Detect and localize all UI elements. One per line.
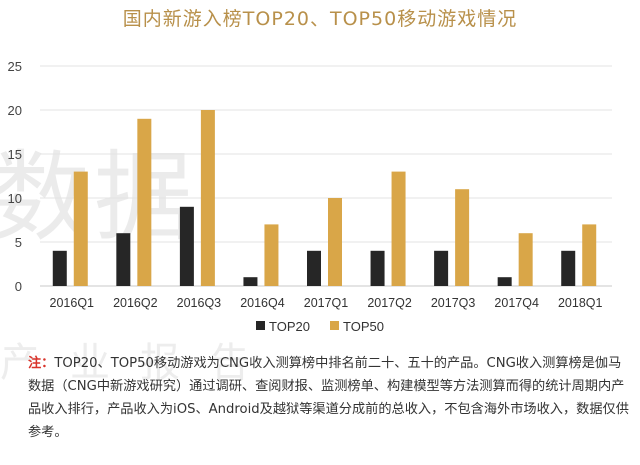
x-category-label: 2017Q4 — [494, 296, 539, 310]
bar-chart: 0 5 10 15 20 25 2016Q1 2016Q2 2016Q3 2016Q4 2017Q… — [8, 59, 612, 334]
legend-swatch-top50 — [330, 321, 339, 330]
bar-top50-2017q3 — [455, 189, 470, 286]
bar-top20-2016q4 — [243, 277, 258, 286]
x-category-label: 2016Q1 — [50, 296, 95, 310]
bar-top50-2016q2 — [137, 118, 152, 286]
bar-top20-2017q1 — [307, 250, 321, 286]
x-category-label: 2017Q2 — [367, 296, 412, 310]
bar-top50-2016q4 — [264, 224, 279, 286]
x-category-label: 2016Q3 — [177, 296, 222, 310]
y-tick-label: 10 — [8, 191, 22, 206]
x-category-label: 2018Q1 — [558, 296, 603, 310]
x-category-label: 2016Q2 — [113, 296, 158, 310]
y-tick-label: 15 — [8, 147, 22, 162]
bars — [52, 110, 597, 286]
watermark-sub: 产业报告 — [0, 340, 280, 386]
legend-swatch-top20 — [256, 321, 265, 330]
footnote-text: TOP20、TOP50移动游戏为CNG收入测算榜中排名前二十、五十的产品。CNG… — [28, 356, 629, 440]
bar-top20-2017q4 — [497, 277, 512, 286]
legend-label-top20: TOP20 — [269, 319, 310, 334]
legend-label-top50: TOP50 — [343, 319, 384, 334]
y-axis-ticks: 0 5 10 15 20 25 — [8, 59, 22, 294]
x-category-label: 2016Q4 — [240, 296, 285, 310]
bar-top50-2016q3 — [200, 110, 215, 286]
x-category-label: 2017Q1 — [304, 296, 349, 310]
footnote-lead: 注： — [28, 356, 55, 371]
y-tick-label: 5 — [15, 235, 22, 250]
y-tick-label: 20 — [8, 103, 22, 118]
bar-top20-2016q2 — [116, 233, 131, 286]
y-tick-label: 0 — [15, 279, 22, 294]
legend: TOP20 TOP50 — [256, 319, 384, 334]
bar-top50-2017q1 — [328, 198, 342, 286]
bar-top50-2016q1 — [73, 171, 88, 286]
bar-top20-2017q2 — [370, 250, 385, 286]
y-tick-label: 25 — [8, 59, 22, 74]
bar-top50-2017q4 — [518, 233, 533, 286]
chart-title: 国内新游入榜TOP20、TOP50移动游戏情况 — [122, 8, 518, 30]
bar-top50-2017q2 — [391, 171, 406, 286]
bar-top20-2016q1 — [52, 250, 67, 286]
x-axis-categories: 2016Q1 2016Q2 2016Q3 2016Q4 2017Q1 2017Q2 2017… — [50, 296, 603, 310]
footnote: 注：TOP20、TOP50移动游戏为CNG收入测算榜中排名前二十、五十的产品。C… — [28, 352, 634, 444]
bar-top20-2017q3 — [434, 250, 449, 286]
x-category-label: 2017Q3 — [431, 296, 476, 310]
bar-top50-2018q1 — [582, 224, 597, 286]
bar-top20-2016q3 — [179, 206, 194, 286]
bar-top20-2018q1 — [561, 250, 576, 286]
gridlines — [40, 65, 612, 287]
